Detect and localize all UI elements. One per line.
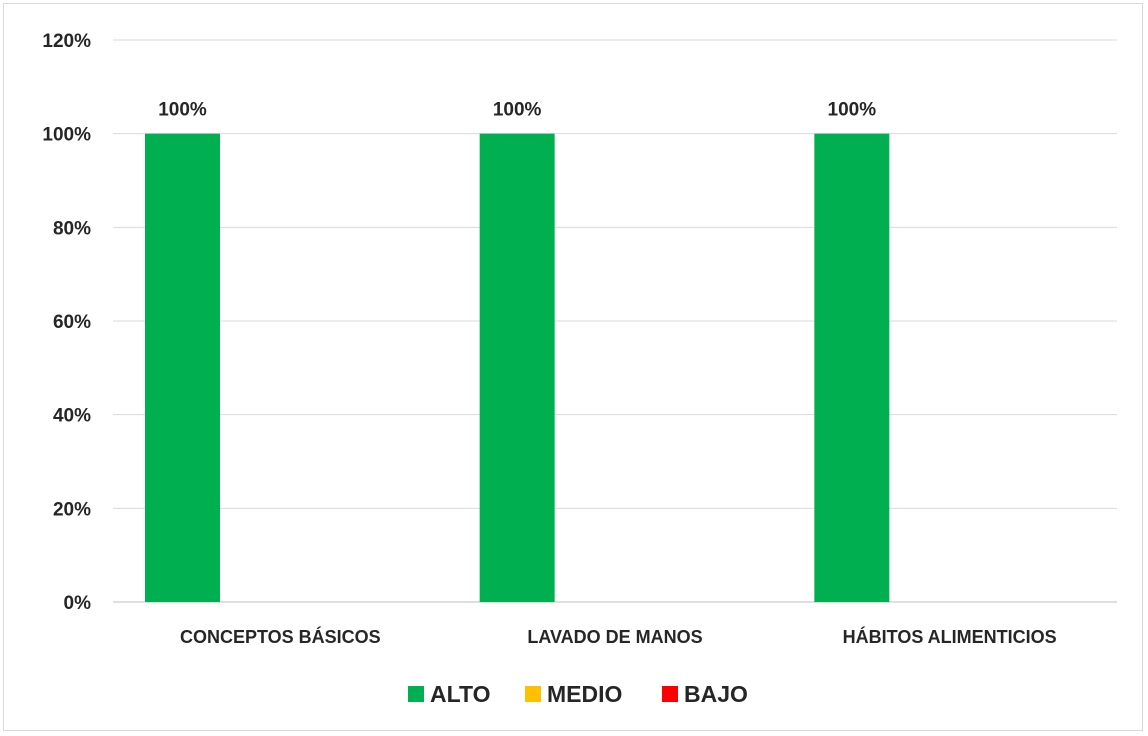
y-tick-label: 100% xyxy=(42,125,91,146)
data-label: 100% xyxy=(493,100,542,121)
y-tick-label: 60% xyxy=(53,312,91,333)
y-tick-label: 80% xyxy=(53,218,91,239)
bar-alto-1 xyxy=(479,133,555,602)
y-tick-label: 0% xyxy=(64,593,92,614)
y-tick-label: 120% xyxy=(42,31,91,52)
legend-swatch-alto xyxy=(408,686,424,702)
x-category-label: HÁBITOS ALIMENTICIOS xyxy=(843,626,1057,647)
legend-label-medio: MEDIO xyxy=(547,681,622,707)
legend-label-alto: ALTO xyxy=(430,681,490,707)
bar-alto-0 xyxy=(145,133,220,602)
legend-swatch-bajo xyxy=(662,686,678,702)
data-label: 100% xyxy=(158,100,207,121)
y-tick-label: 40% xyxy=(53,406,91,427)
data-label: 100% xyxy=(828,100,877,121)
x-category-label: LAVADO DE MANOS xyxy=(527,627,702,647)
legend-label-bajo: BAJO xyxy=(684,681,748,707)
legend-swatch-medio xyxy=(525,686,541,702)
y-tick-label: 20% xyxy=(53,499,91,520)
x-category-label: CONCEPTOS BÁSICOS xyxy=(180,626,381,647)
bar-alto-2 xyxy=(814,133,890,602)
